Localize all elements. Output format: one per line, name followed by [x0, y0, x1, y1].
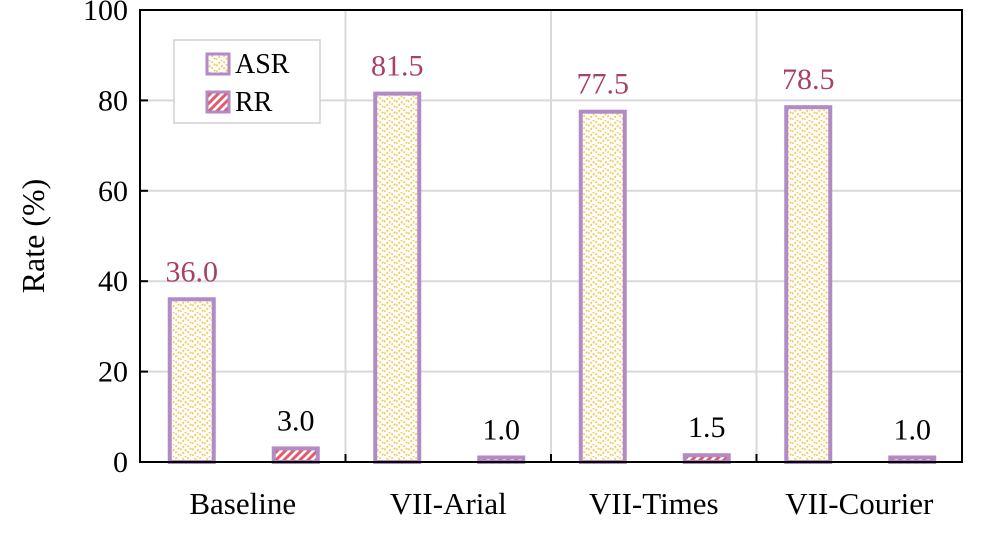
- y-tick-label: 100: [83, 0, 128, 27]
- axes: 0 20 40 60 80 100 Rate (%) Baseline VII-Arial VII…: [15, 0, 963, 521]
- legend-box: [173, 39, 321, 124]
- data-label-rr: 3.0: [277, 404, 315, 437]
- bar-asr: [373, 91, 422, 465]
- legend-swatch-asr: [205, 52, 231, 76]
- data-label-asr: 36.0: [166, 255, 219, 288]
- data-label-rr: 1.0: [894, 413, 932, 446]
- y-tick-label: 20: [98, 356, 128, 389]
- legend-swatch-rr: [205, 90, 231, 114]
- y-tick-label: 40: [98, 265, 128, 298]
- bar-rr: [271, 446, 320, 465]
- data-label-asr: 77.5: [577, 68, 630, 101]
- x-category-label: Baseline: [189, 486, 296, 521]
- data-label-asr: 78.5: [782, 63, 835, 96]
- legend: ASR RR: [173, 39, 321, 124]
- data-label-rr: 1.0: [483, 413, 521, 446]
- bar-rr: [682, 453, 731, 465]
- bar-asr: [167, 297, 216, 464]
- bar-asr: [578, 109, 627, 464]
- y-tick-label: 0: [113, 446, 128, 479]
- data-label-asr: 81.5: [371, 50, 424, 83]
- bars-group: 36.0 81.5 77.5 78.5 3.0 1.0 1.5 1.0: [166, 50, 937, 465]
- data-label-rr: 1.5: [688, 411, 726, 444]
- x-category-label: VII-Times: [589, 486, 719, 521]
- x-category-label: VII-Courier: [785, 486, 934, 521]
- y-axis-label: Rate (%): [15, 179, 51, 294]
- legend-label-rr: RR: [235, 87, 273, 118]
- x-category-label: VII-Arial: [390, 486, 507, 521]
- bar-asr: [784, 105, 833, 465]
- y-tick-label: 80: [98, 84, 128, 117]
- y-tick-label: 60: [98, 175, 128, 208]
- legend-label-asr: ASR: [235, 49, 290, 80]
- plot-frame: [139, 9, 963, 463]
